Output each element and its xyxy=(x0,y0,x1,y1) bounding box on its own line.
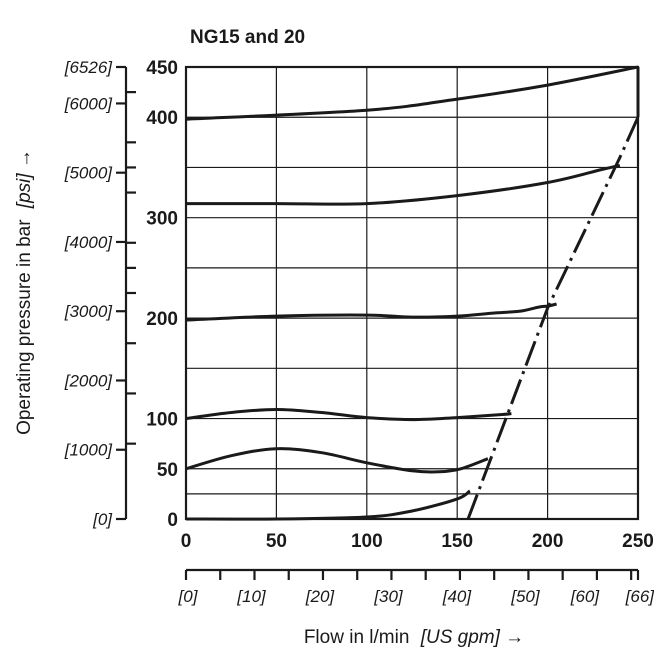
y-tick-label: 100 xyxy=(146,410,178,431)
y-tick-label: 0 xyxy=(167,510,178,531)
y-tick-label: 450 xyxy=(146,58,178,79)
y-tick-label: 300 xyxy=(146,209,178,230)
y-tick-label: 50 xyxy=(157,460,178,481)
limit-line xyxy=(466,116,640,520)
psi-tick-label: [0] xyxy=(92,510,113,529)
x-axis-label-unit: [US gpm] → xyxy=(420,627,524,648)
grid xyxy=(184,65,640,521)
gpm-tick-label: [40] xyxy=(442,587,473,606)
x-tick-label: 100 xyxy=(351,531,383,552)
gpm-tick-label: [50] xyxy=(510,587,541,606)
series-line xyxy=(185,302,557,322)
x-tick-label: 250 xyxy=(622,531,654,552)
series-line xyxy=(185,65,639,121)
gpm-tick-label: [30] xyxy=(373,587,404,606)
x-axis-label: Flow in l/min [US gpm] → xyxy=(304,627,524,648)
psi-tick-label: [5000] xyxy=(64,164,114,183)
y-axis-label: Operating pressure in bar [psi] → xyxy=(14,149,35,435)
tick-labels: 0 50 100 200 300 400 450 [0] [1000] [2000] [3000] [… xyxy=(64,58,654,606)
y-axis-label-unit: [psi] → xyxy=(14,149,35,209)
psi-tick-label: [4000] xyxy=(64,233,114,252)
gpm-tick-label: [0] xyxy=(178,587,199,606)
axes xyxy=(116,65,640,580)
series-lines xyxy=(185,65,640,521)
series-line xyxy=(185,447,489,474)
psi-tick-label: [6526] xyxy=(64,58,114,77)
x-axis-label-text: Flow in l/min xyxy=(304,627,410,648)
psi-tick-label: [6000] xyxy=(64,94,114,113)
series-line xyxy=(185,408,512,422)
gpm-tick-label: [66] xyxy=(625,587,654,606)
psi-tick-label: [3000] xyxy=(64,302,114,321)
x-tick-label: 50 xyxy=(266,531,287,552)
gpm-tick-label: [10] xyxy=(236,587,267,606)
plot-frame xyxy=(184,65,640,521)
x-tick-label: 0 xyxy=(181,531,192,552)
gpm-tick-label: [60] xyxy=(570,587,601,606)
series-line xyxy=(185,163,621,206)
y-axis-label-text: Operating pressure in bar xyxy=(14,219,35,435)
gpm-tick-label: [20] xyxy=(305,587,336,606)
y-tick-label: 400 xyxy=(146,108,178,129)
x-tick-label: 200 xyxy=(532,531,564,552)
y-tick-label: 200 xyxy=(146,309,178,330)
series-line xyxy=(185,489,471,521)
x-tick-label: 150 xyxy=(441,531,473,552)
psi-tick-label: [2000] xyxy=(64,371,114,390)
psi-tick-label: [1000] xyxy=(64,441,114,460)
chart-title: NG15 and 20 xyxy=(190,27,305,48)
